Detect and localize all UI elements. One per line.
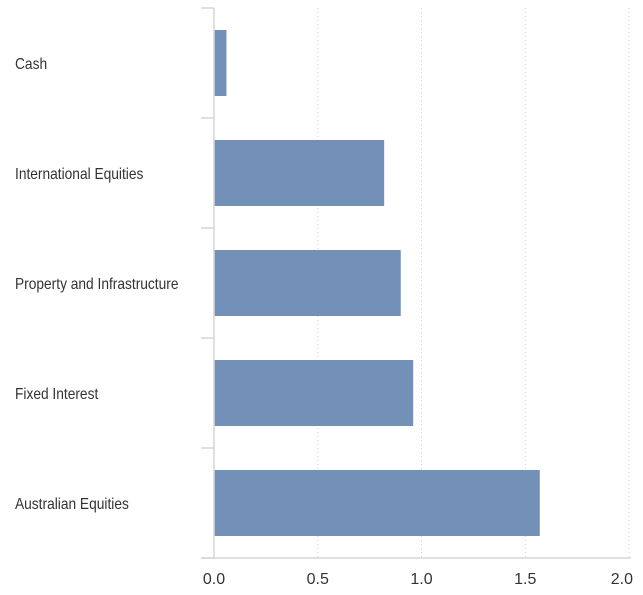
- category-label: Australian Equities: [15, 495, 129, 513]
- x-tick-label: 0.5: [307, 571, 329, 588]
- bar: [214, 30, 227, 96]
- category-labels: Cash International Equities Property and I…: [15, 55, 179, 513]
- bar: [214, 470, 540, 536]
- x-tick-label: 2.0: [611, 571, 633, 588]
- category-label: International Equities: [15, 165, 143, 183]
- bars: [214, 30, 540, 536]
- category-label: Property and Infrastructure: [15, 275, 179, 293]
- bar: [214, 250, 401, 316]
- x-tick-label: 1.0: [410, 571, 432, 588]
- x-tick-label: 1.5: [514, 571, 536, 588]
- category-separators: [201, 7, 214, 559]
- x-tick-label: 0.0: [203, 571, 225, 588]
- bar: [214, 360, 414, 426]
- x-axis: 0.0 0.5 1.0 1.5 2.0: [201, 8, 633, 588]
- category-label: Fixed Interest: [15, 385, 99, 403]
- category-label: Cash: [15, 55, 47, 73]
- bar: [214, 140, 385, 206]
